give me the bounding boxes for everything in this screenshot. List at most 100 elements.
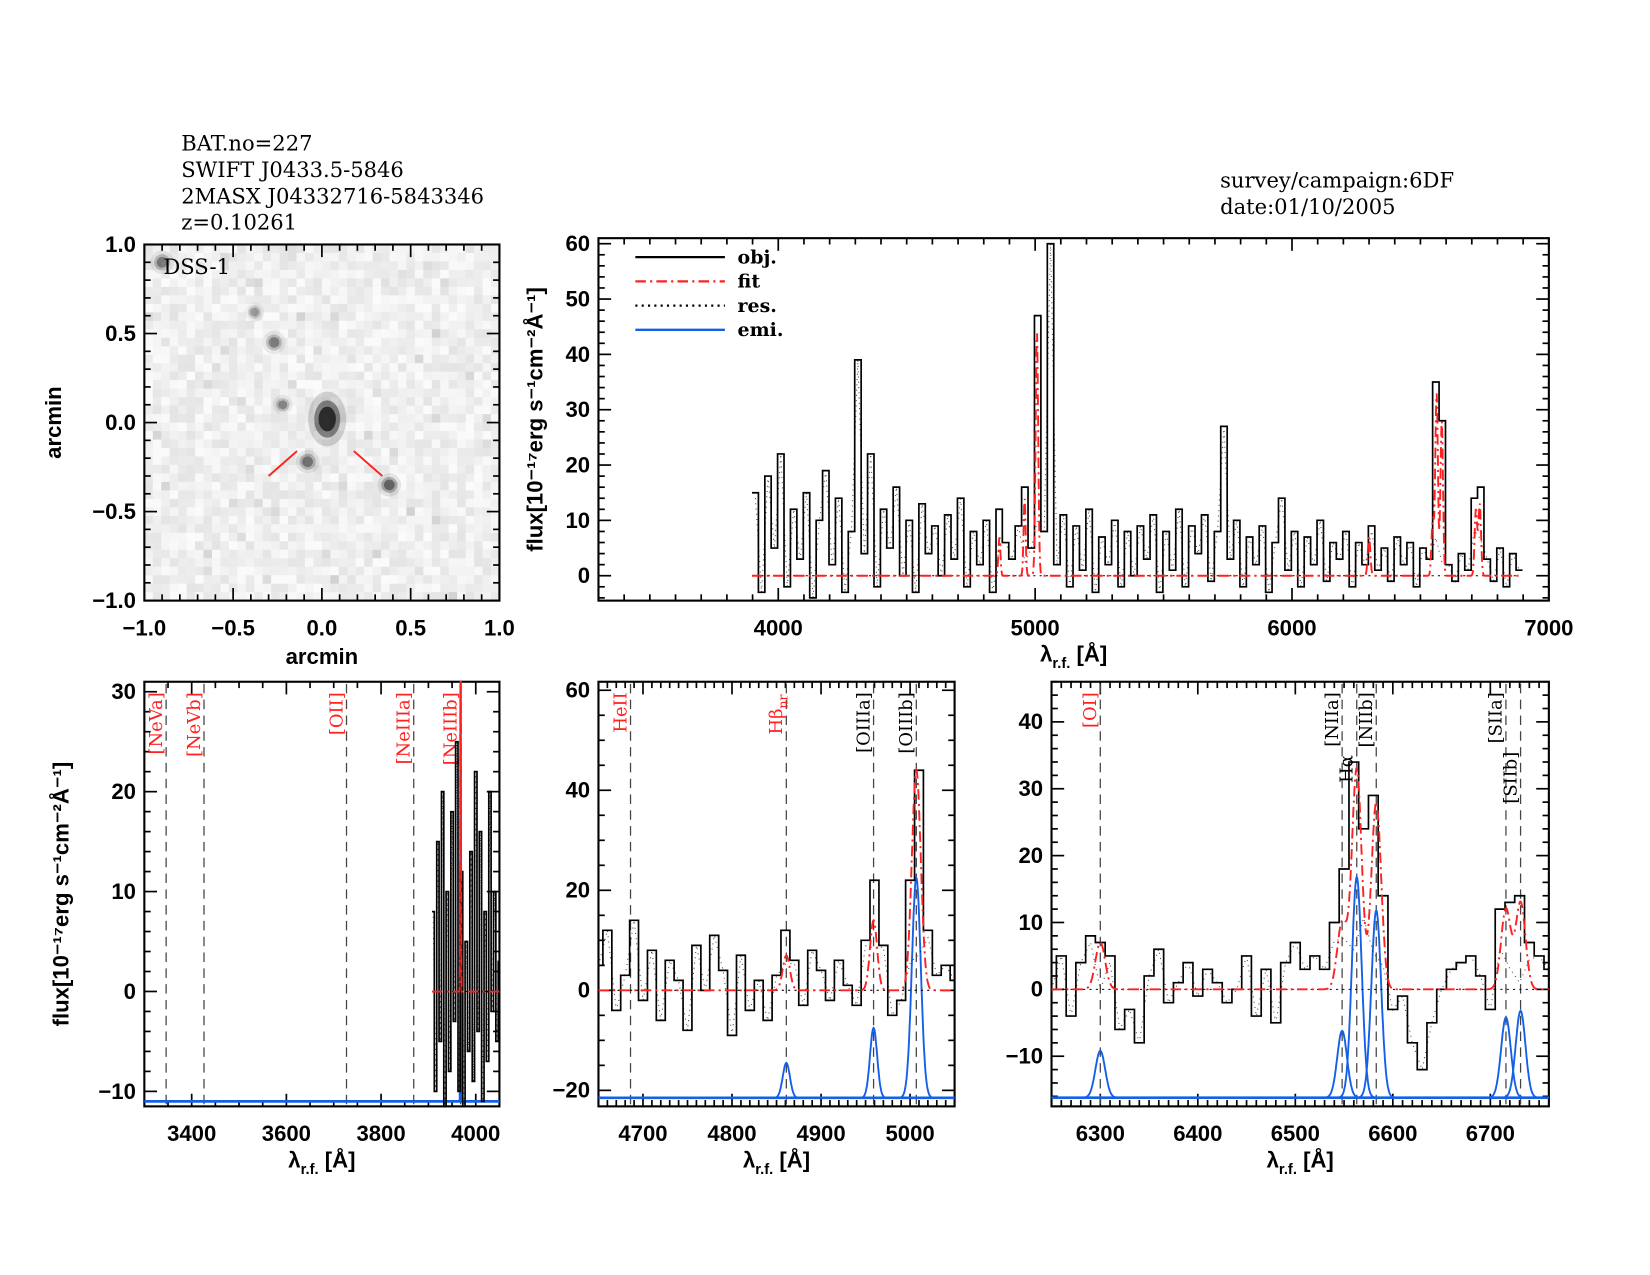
image-pixel [296, 252, 306, 263]
image-pixel [381, 566, 391, 576]
image-pixel [321, 261, 331, 271]
image-pixel [271, 481, 281, 492]
image-pixel [414, 278, 424, 288]
image-pixel [347, 329, 357, 339]
image-pixel [203, 473, 213, 483]
image-pixel [195, 269, 205, 280]
image-pixel [338, 278, 348, 288]
image-pixel [474, 558, 484, 568]
image-pixel [440, 507, 450, 517]
image-pixel [262, 405, 272, 415]
image-pixel [389, 346, 399, 356]
image-pixel [279, 252, 289, 263]
image-pixel [313, 380, 323, 390]
x-tick-label: 4000 [451, 1121, 500, 1146]
image-pixel [389, 295, 399, 305]
y-tick-label: 20 [1019, 843, 1044, 868]
image-pixel [423, 524, 433, 534]
image-pixel [313, 575, 323, 585]
image-pixel [288, 498, 298, 508]
image-pixel [381, 422, 391, 432]
image-pixel [211, 295, 222, 305]
image-pixel [440, 490, 450, 500]
image-pixel [186, 286, 196, 297]
image-pixel [296, 312, 306, 322]
image-pixel [330, 312, 340, 322]
image-pixel [262, 303, 272, 313]
image-pixel [228, 269, 238, 280]
image-pixel [296, 269, 306, 280]
image-pixel [406, 388, 416, 398]
image-pixel [338, 515, 348, 525]
image-pixel [262, 575, 272, 585]
image-pixel [279, 592, 289, 602]
image-pixel [414, 507, 424, 517]
image-pixel [321, 397, 331, 407]
y-tick-label: 40 [1019, 709, 1044, 734]
image-pixel [330, 252, 340, 263]
image-pixel [304, 286, 315, 297]
image-pixel [296, 481, 306, 492]
image-pixel [186, 515, 196, 525]
image-pixel [195, 490, 205, 500]
image-pixel [203, 431, 213, 441]
image-pixel [465, 507, 475, 517]
image-pixel [490, 473, 501, 483]
image-pixel [364, 456, 374, 466]
image-pixel [338, 431, 348, 441]
image-pixel [474, 507, 484, 517]
image-pixel [237, 261, 247, 271]
image-pixel [169, 422, 179, 432]
image-pixel [347, 312, 357, 322]
image-pixel [296, 363, 306, 373]
image-pixel [457, 261, 467, 271]
image-pixel [304, 346, 315, 356]
image-pixel [406, 380, 416, 390]
x-tick-label: 4900 [796, 1121, 845, 1146]
image-pixel [397, 346, 408, 356]
image-pixel [178, 558, 188, 568]
image-pixel [347, 507, 357, 517]
image-pixel [169, 337, 179, 347]
image-pixel [372, 329, 382, 339]
image-pixel [262, 549, 272, 559]
image-pixel [195, 422, 205, 432]
image-pixel [296, 507, 306, 517]
image-pixel [381, 363, 391, 373]
image-pixel [414, 286, 424, 297]
image-pixel [490, 566, 501, 576]
image-pixel [195, 405, 205, 415]
image-pixel [271, 532, 281, 542]
image-pixel [482, 303, 492, 313]
image-pixel [389, 490, 399, 500]
image-pixel [321, 431, 331, 441]
image-pixel [406, 447, 416, 458]
image-pixel [152, 320, 162, 330]
image-pixel [271, 414, 281, 424]
image-pixel [338, 320, 348, 330]
image-pixel [431, 431, 441, 441]
image-pixel [474, 337, 484, 347]
image-pixel [372, 414, 382, 424]
image-pixel [288, 473, 298, 483]
image-pixel [364, 549, 374, 559]
image-pixel [414, 295, 424, 305]
image-pixel [178, 354, 188, 364]
image-pixel [144, 464, 154, 475]
image-pixel [288, 329, 298, 339]
image-pixel [474, 278, 484, 288]
image-pixel [271, 295, 281, 305]
image-pixel [482, 583, 492, 593]
image-pixel [474, 346, 484, 356]
image-pixel [144, 405, 154, 415]
image-pixel [228, 447, 238, 458]
image-pixel [195, 354, 205, 364]
image-pixel [304, 473, 315, 483]
image-pixel [465, 354, 475, 364]
image-pixel [381, 252, 391, 263]
image-pixel [271, 388, 281, 398]
image-pixel [389, 261, 399, 271]
target-marker-left [267, 450, 298, 477]
image-pixel [364, 532, 374, 542]
image-pixel [406, 346, 416, 356]
